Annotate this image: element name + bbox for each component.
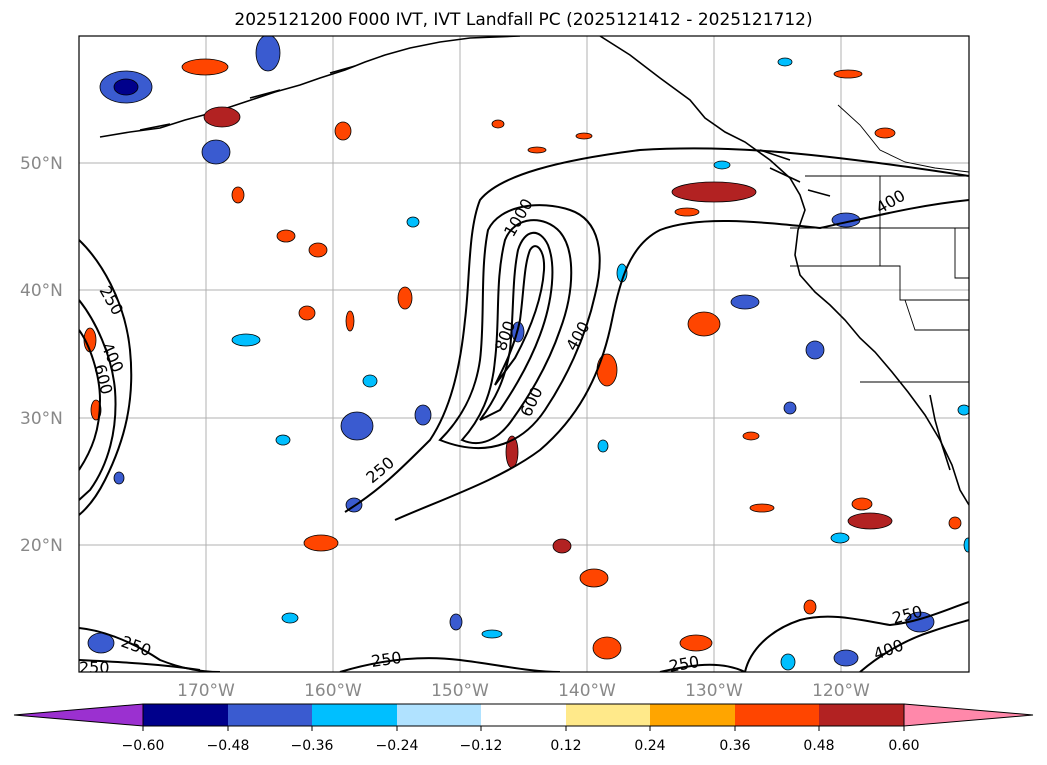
colorbar-tick-label: 0.48 (803, 738, 834, 754)
lat-label: 50°N (20, 154, 63, 174)
colorbar-segment (397, 704, 481, 726)
coastlines (99, 36, 969, 506)
longitude-labels: 170°W 160°W 150°W 140°W 130°W 120°W (177, 681, 870, 701)
latitude-labels: 50°N 40°N 30°N 20°N (20, 154, 63, 556)
lon-label: 120°W (812, 681, 870, 701)
colorbar-segment (481, 704, 566, 726)
contour-label: 250 (79, 658, 110, 677)
contour-label: 250 (370, 648, 403, 671)
colorbar-tick-label: −0.36 (291, 738, 334, 754)
colorbar-segment (228, 704, 312, 726)
lon-label: 150°W (431, 681, 489, 701)
colorbar-segment (312, 704, 397, 726)
lon-label: 140°W (558, 681, 616, 701)
colorbar-tick-label: 0.60 (888, 738, 919, 754)
colorbar-tick-label: −0.12 (460, 738, 503, 754)
colorbar-segment (650, 704, 735, 726)
colorbar-tick-label: −0.60 (122, 738, 165, 754)
ivt-contours (79, 147, 969, 672)
colorbar-tick-label: 0.12 (550, 738, 581, 754)
lat-label: 20°N (20, 536, 63, 556)
colorbar-segment (143, 704, 228, 726)
plot-frame (78, 35, 970, 673)
lat-label: 40°N (20, 281, 63, 301)
colorbar-segment (819, 704, 904, 726)
lon-label: 130°W (685, 681, 743, 701)
colorbar-segment (735, 704, 819, 726)
colorbar-frame (142, 703, 905, 727)
colorbar: −0.60 −0.48 −0.36 −0.24 −0.12 0.12 0.24 … (13, 703, 1034, 754)
colorbar-tick-label: 0.36 (719, 738, 750, 754)
contour-label: 250 (667, 652, 700, 676)
colorbar-tick-label: −0.24 (376, 738, 419, 754)
colorbar-tick-label: 0.24 (634, 738, 665, 754)
lat-label: 30°N (20, 409, 63, 429)
colorbar-tick-label: −0.48 (207, 738, 250, 754)
positive-anomalies (83, 58, 962, 660)
lon-label: 160°W (304, 681, 362, 701)
colorbar-extend-right (903, 703, 1034, 727)
lon-label: 170°W (177, 681, 235, 701)
colorbar-extend-left (13, 703, 144, 727)
map-title: 2025121200 F000 IVT, IVT Landfall PC (20… (234, 10, 813, 30)
colorbar-segment (566, 704, 650, 726)
map-plot-area (79, 36, 969, 672)
